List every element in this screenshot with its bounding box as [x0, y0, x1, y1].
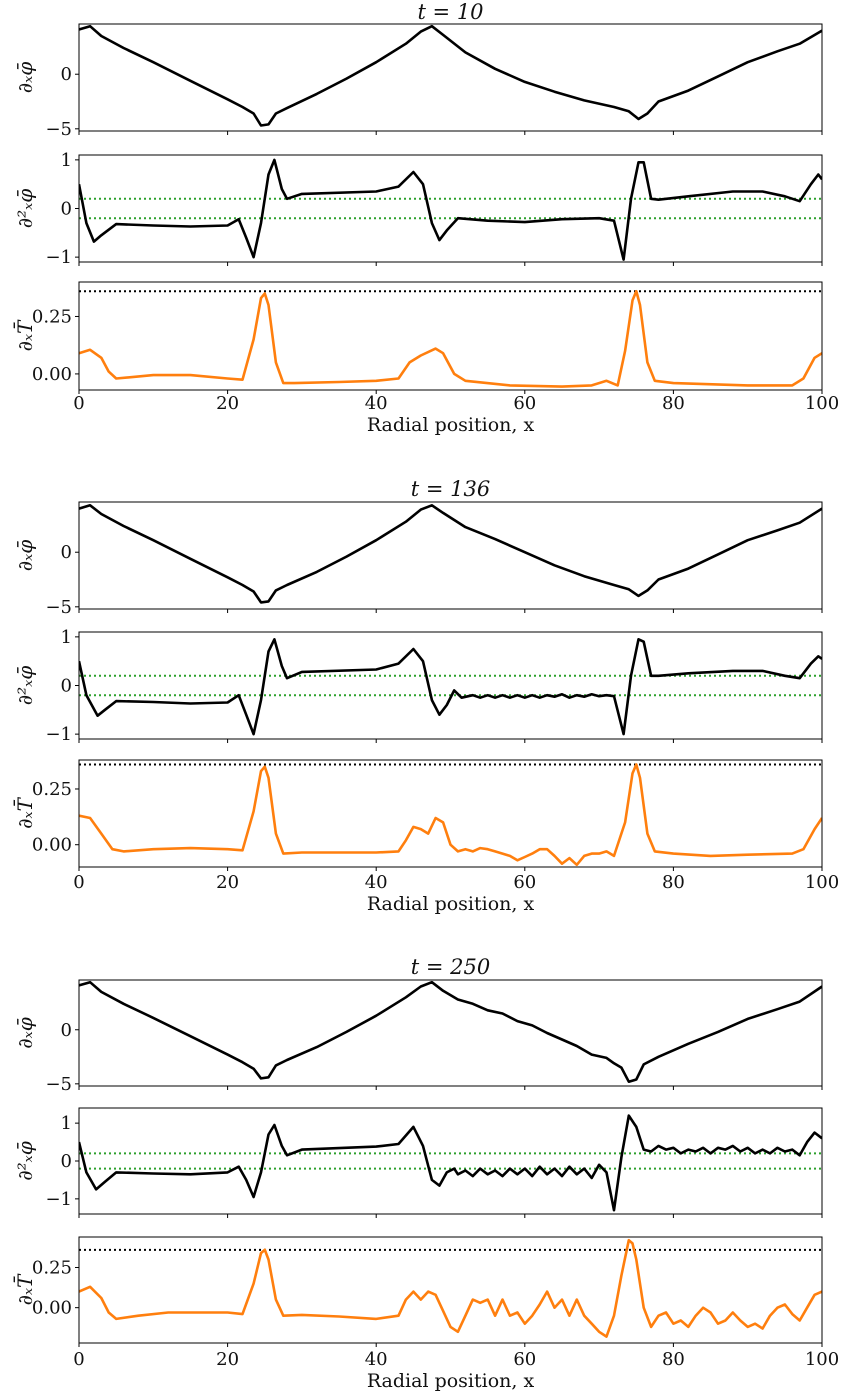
series-line [79, 158, 822, 261]
x-tick-label: 80 [662, 393, 685, 414]
x-tick-label: 60 [513, 872, 536, 893]
panel-frame [78, 631, 823, 740]
y-tick-label: 1 [61, 627, 72, 648]
x-tick-label: 80 [662, 872, 685, 893]
series-line [79, 1238, 822, 1338]
panel-0-1: 1 0 −1 ∂²ₓφ̄ [13, 150, 823, 268]
panel-frame [78, 1236, 823, 1344]
panel-frame [78, 1107, 823, 1215]
y-tick-label: −1 [45, 724, 72, 745]
x-tick-label: 60 [513, 1349, 536, 1370]
y-axis-label: ∂ₓT̄ [12, 1273, 37, 1305]
panel-1-2: 0.25 0.00 ∂ₓT̄ [12, 759, 823, 871]
y-tick-label: 0.00 [32, 364, 72, 385]
chart-title: t = 10 [417, 0, 483, 24]
x-tick-label: 20 [216, 872, 239, 893]
series-line [79, 24, 822, 127]
series-line [79, 1114, 822, 1212]
x-tick-label: 20 [216, 393, 239, 414]
y-tick-label: −5 [45, 597, 72, 618]
chart-group-0: t = 10 0 −5 ∂ₓφ̄ 1 0 −1 ∂²ₓφ̄ 0.25 0.00 ∂ₓT̄ 0 20 40 6… [12, 0, 839, 436]
x-tick-label: 40 [365, 1349, 388, 1370]
y-axis-label: ∂ₓφ̄ [13, 540, 37, 571]
y-axis-label: ∂ₓT̄ [12, 796, 37, 828]
series-line [79, 638, 822, 736]
x-tick-label: 40 [365, 872, 388, 893]
series-line [79, 763, 822, 867]
series-line [79, 980, 822, 1083]
y-axis-label: ∂²ₓφ̄ [13, 1141, 37, 1180]
y-tick-label: −1 [45, 247, 72, 268]
x-tick-label: 20 [216, 1349, 239, 1370]
y-axis-label: ∂²ₓφ̄ [13, 666, 37, 705]
y-tick-label: 0 [61, 199, 72, 220]
y-axis-label: ∂²ₓφ̄ [13, 189, 37, 228]
y-tick-label: 0 [61, 1020, 72, 1041]
panel-0-0: 0 −5 ∂ₓφ̄ [13, 23, 823, 140]
y-axis-label: ∂ₓφ̄ [13, 62, 37, 93]
panel-frame [78, 979, 823, 1087]
x-tick-label: 0 [73, 1349, 84, 1370]
x-tick-label: 60 [513, 393, 536, 414]
x-tick-label: 100 [805, 1349, 839, 1370]
y-axis-label: ∂ₓT̄ [12, 319, 37, 351]
y-tick-label: −5 [45, 1074, 72, 1095]
y-tick-label: 0.25 [32, 306, 72, 327]
panel-frame [78, 501, 823, 610]
x-tick-label: 0 [73, 393, 84, 414]
y-tick-label: 0.00 [32, 1298, 72, 1319]
chart-title: t = 250 [411, 955, 490, 979]
y-tick-label: 1 [61, 150, 72, 171]
y-tick-label: 0.00 [32, 835, 72, 856]
x-tick-label: 100 [805, 872, 839, 893]
panel-2-1: 1 0 −1 ∂²ₓφ̄ [13, 1107, 823, 1218]
y-axis-label: ∂ₓφ̄ [13, 1017, 37, 1048]
x-tick-label: 80 [662, 1349, 685, 1370]
chart-group-2: t = 250 0 −5 ∂ₓφ̄ 1 0 −1 ∂²ₓφ̄ 0.25 0.00∂ₓT̄ 0 20 40… [12, 955, 839, 1392]
series-line [79, 289, 822, 388]
x-axis-label: Radial position, x [367, 893, 535, 915]
x-axis-label: Radial position, x [367, 1370, 535, 1392]
panel-frame [78, 154, 823, 263]
panel-frame [78, 23, 823, 132]
panel-0-2: 0.25 0.00 ∂ₓT̄ [12, 281, 823, 394]
y-tick-label: 0 [61, 676, 72, 697]
y-tick-label: 0 [61, 64, 72, 85]
y-tick-label: 0.25 [32, 1258, 72, 1279]
chart-title: t = 136 [411, 477, 490, 501]
y-tick-label: 0.25 [32, 779, 72, 800]
chart-group-1: t = 136 0 −5 ∂ₓφ̄ 1 0 −1 ∂²ₓφ̄ 0.25 0.00 ∂ₓT̄ 0 20 40… [12, 477, 839, 915]
y-tick-label: 0 [61, 542, 72, 563]
y-tick-label: −5 [45, 119, 72, 140]
x-tick-label: 40 [365, 393, 388, 414]
panel-2-0: 0 −5 ∂ₓφ̄ [13, 979, 823, 1095]
y-tick-label: −1 [45, 1189, 72, 1210]
series-line [79, 504, 822, 604]
panel-1-1: 1 0 −1 ∂²ₓφ̄ [13, 627, 823, 745]
panel-frame [78, 759, 823, 868]
y-tick-label: 1 [61, 1113, 72, 1134]
panel-1-0: 0 −5 ∂ₓφ̄ [13, 501, 823, 618]
x-axis-label: Radial position, x [367, 414, 535, 436]
panel-frame [78, 281, 823, 391]
x-tick-label: 0 [73, 872, 84, 893]
panel-2-2: 0.25 0.00∂ₓT̄ [12, 1236, 823, 1347]
x-tick-label: 100 [805, 393, 839, 414]
y-tick-label: 0 [61, 1151, 72, 1172]
